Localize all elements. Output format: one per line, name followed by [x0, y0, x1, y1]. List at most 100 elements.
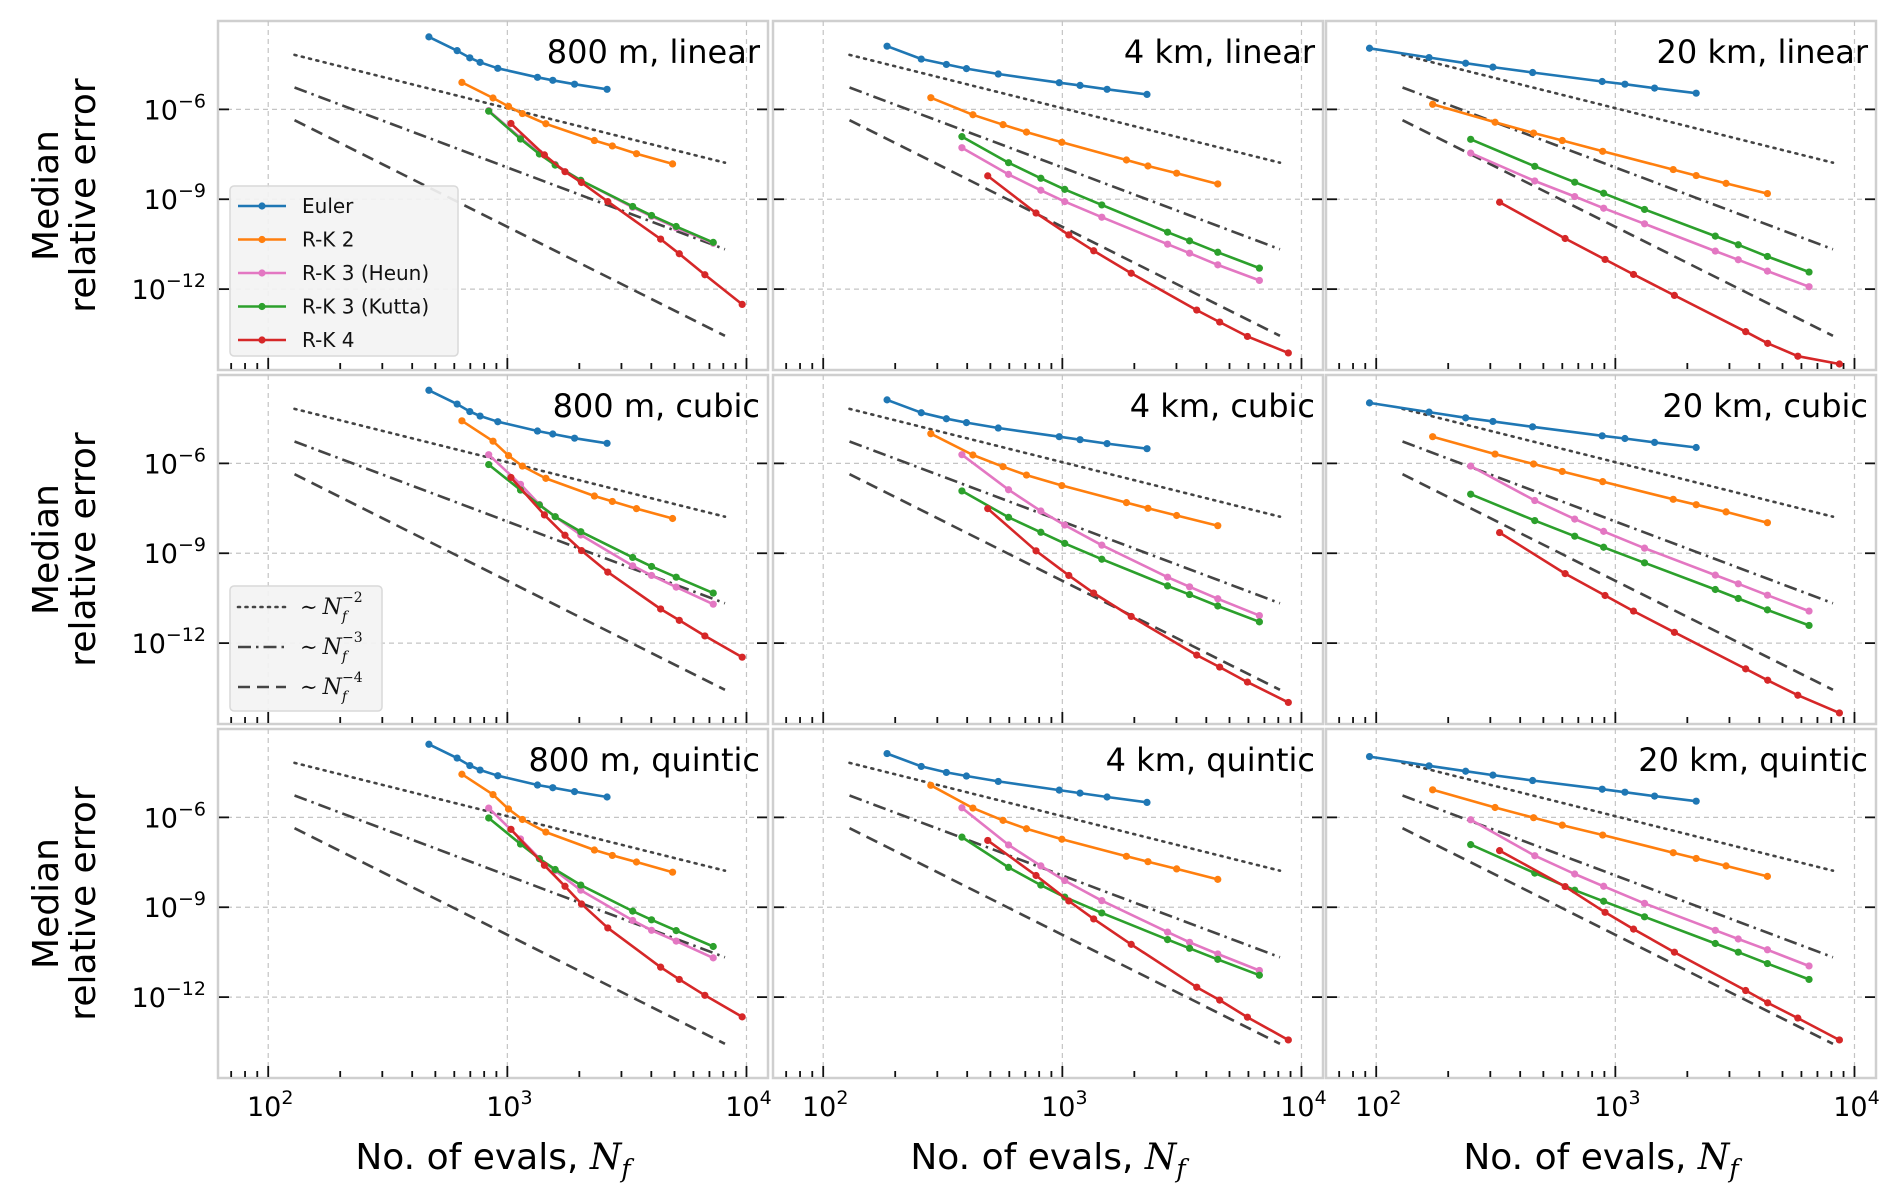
- legend-label: R-K 3 (Heun): [302, 261, 429, 285]
- data-point-rk2: [1022, 471, 1031, 479]
- data-point-kutta: [629, 553, 637, 562]
- reference-line-dashed: [848, 826, 1281, 1046]
- data-point-kutta: [1805, 975, 1813, 984]
- reference-line-dashdot: [849, 794, 1281, 959]
- data-point-kutta: [1163, 582, 1172, 590]
- data-point-rk2: [1692, 854, 1700, 863]
- data-point-rk2: [1669, 165, 1677, 174]
- data-point-rk2: [1429, 100, 1437, 108]
- symbol: N: [322, 675, 343, 700]
- reference-line-dashed: [1401, 826, 1834, 1046]
- data-point-kutta: [1214, 602, 1222, 610]
- data-point-heun: [1467, 816, 1475, 824]
- data-point-euler: [570, 80, 579, 88]
- data-point-heun: [1531, 496, 1539, 505]
- x-axis-label-symbol: N: [1697, 1137, 1731, 1178]
- data-point-euler: [994, 777, 1002, 786]
- data-point-rk4: [1032, 871, 1040, 880]
- data-point-rk2: [1173, 865, 1181, 873]
- series-euler: [425, 33, 611, 93]
- data-point-heun: [1061, 521, 1069, 529]
- tick-exponent: 3: [1628, 1087, 1640, 1109]
- data-point-rk2: [1022, 825, 1031, 833]
- series-rk2: [458, 770, 677, 876]
- tick-exponent: 2: [836, 1087, 848, 1109]
- data-point-rk2: [590, 136, 598, 145]
- data-point-rk4: [1496, 528, 1504, 537]
- data-point-rk4: [1496, 847, 1504, 855]
- tilde: ∼: [300, 635, 318, 659]
- series-rk2: [458, 78, 677, 168]
- data-point-rk2: [668, 868, 677, 876]
- series-heun: [958, 144, 1263, 285]
- data-point-rk2: [1722, 508, 1730, 516]
- data-point-rk2: [632, 858, 641, 866]
- subplot-title: 4 km, quintic: [1106, 741, 1315, 779]
- reference-line-dashed: [848, 472, 1281, 692]
- data-point-rk4: [1670, 628, 1679, 636]
- series-rk4: [507, 119, 746, 308]
- subplot-title: 20 km, quintic: [1638, 741, 1868, 779]
- tick-exponent: 2: [1389, 1087, 1401, 1109]
- data-point-rk4: [1629, 607, 1638, 615]
- tick-base: 10: [1594, 1092, 1628, 1123]
- y-axis-label-line1: Median: [26, 130, 67, 261]
- y-tick-label: 10−9: [144, 888, 206, 924]
- tick-exponent: 4: [760, 1087, 772, 1109]
- data-point-heun: [1163, 573, 1172, 581]
- data-point-heun: [1185, 938, 1194, 946]
- data-point-kutta: [1571, 178, 1579, 186]
- data-point-euler: [1598, 432, 1606, 440]
- series-kutta: [958, 487, 1263, 626]
- data-point-rk4: [1127, 269, 1135, 277]
- plot-content: [293, 740, 746, 1046]
- data-point-euler: [1365, 399, 1374, 407]
- data-point-rk4: [1216, 996, 1224, 1004]
- data-point-kutta: [1763, 606, 1772, 614]
- series-rk2: [1429, 433, 1772, 527]
- data-point-rk2: [1022, 128, 1031, 136]
- data-point-rk4: [507, 473, 515, 482]
- data-point-heun: [485, 451, 493, 459]
- data-point-euler: [494, 418, 502, 426]
- tick-base: 10: [132, 275, 166, 306]
- data-point-euler: [1103, 793, 1111, 801]
- y-tick-label: 10−6: [144, 444, 206, 480]
- data-point-rk2: [969, 451, 977, 459]
- data-point-euler: [1489, 63, 1497, 71]
- x-tick-label: 102: [247, 1087, 293, 1123]
- data-point-kutta: [709, 942, 717, 951]
- data-point-rk2: [1763, 189, 1772, 198]
- series-rk4: [507, 473, 746, 661]
- data-point-rk2: [518, 109, 527, 118]
- data-point-rk2: [458, 417, 466, 425]
- data-point-euler: [1692, 89, 1700, 97]
- subplot-title: 800 m, quintic: [528, 741, 760, 779]
- data-point-kutta: [647, 916, 656, 924]
- data-point-kutta: [1467, 490, 1475, 498]
- legend-label: R-K 3 (Kutta): [302, 295, 429, 319]
- subplot-title: 20 km, linear: [1657, 33, 1869, 71]
- plot-content: [1365, 752, 1844, 1046]
- subplot: 800 m, cubic∼ Nf−2∼ Nf−3∼ Nf−4: [216, 373, 770, 726]
- data-point-heun: [1763, 946, 1772, 954]
- reference-line-dashdot: [294, 86, 726, 251]
- data-point-euler: [1462, 414, 1470, 422]
- data-point-rk4: [701, 991, 709, 999]
- data-point-rk2: [1173, 169, 1181, 177]
- data-point-rk2: [668, 160, 677, 168]
- data-point-euler: [1462, 59, 1470, 67]
- legend-item-heun: R-K 3 (Heun): [238, 261, 429, 285]
- data-point-heun: [1185, 249, 1194, 257]
- series-euler: [425, 740, 611, 801]
- data-point-rk4: [1670, 948, 1679, 956]
- data-point-kutta: [1163, 228, 1172, 236]
- data-point-kutta: [629, 202, 637, 211]
- data-point-rk4: [561, 882, 569, 890]
- data-point-rk4: [540, 511, 549, 519]
- data-point-rk2: [999, 816, 1007, 824]
- data-point-kutta: [1805, 268, 1813, 276]
- series-heun: [1467, 816, 1813, 970]
- legend-box: [229, 585, 383, 712]
- legend-item-dotted: ∼ Nf −2: [236, 590, 363, 625]
